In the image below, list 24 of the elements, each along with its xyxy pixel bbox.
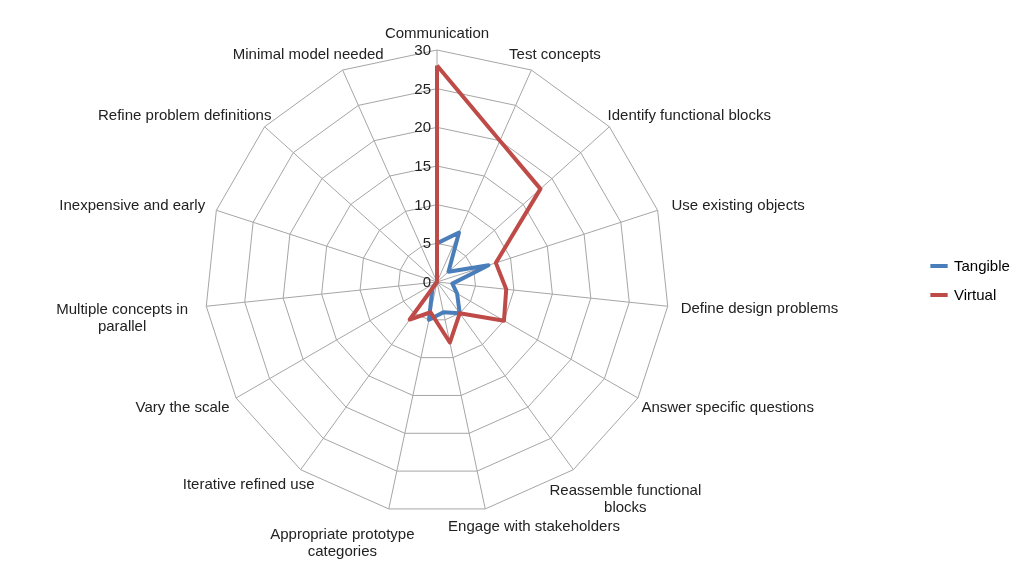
spoke-label: Define design problems [680, 299, 839, 317]
y-tick-label: 25 [414, 79, 431, 97]
spoke-label: Appropriate prototype categories [270, 525, 415, 560]
y-tick-label: 20 [414, 118, 431, 136]
y-tick-label: 10 [414, 195, 431, 213]
spoke-label: Use existing objects [671, 196, 805, 214]
spoke-label: Communication [384, 23, 490, 41]
y-tick-label: 15 [414, 157, 431, 174]
spoke-label: Refine problem definitions [98, 106, 272, 124]
spoke-label: Vary the scale [135, 397, 230, 415]
spoke-label: Multiple concepts in parallel [56, 299, 188, 334]
spoke-label: Reassemble functional blocks [549, 481, 702, 516]
spoke-label: Inexpensive and early [59, 196, 206, 214]
legend-label: Virtual [954, 286, 997, 303]
spoke-label: Iterative refined use [182, 474, 315, 492]
spoke-label: Minimal model needed [232, 45, 384, 63]
legend-label: Tangible [954, 257, 1010, 274]
spoke-label: Test concepts [509, 45, 601, 63]
spoke-label: Identify functional blocks [607, 106, 771, 124]
y-tick-label: 0 [422, 273, 431, 290]
spoke-label: Answer specific questions [641, 397, 814, 415]
y-tick-label: 30 [414, 41, 431, 58]
spoke-label: Engage with stakeholders [448, 516, 620, 534]
y-tick-label: 5 [422, 234, 431, 252]
